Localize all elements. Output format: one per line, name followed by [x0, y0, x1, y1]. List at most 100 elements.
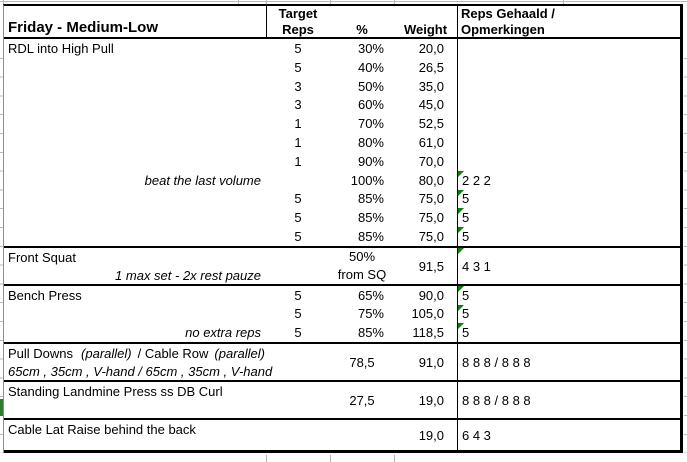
cell-target-reps[interactable]: 5 — [294, 229, 302, 245]
cell-target-reps[interactable]: 1 — [294, 116, 302, 132]
cell-percent[interactable]: 85% — [357, 191, 384, 207]
cell-exercise-name[interactable]: Front Squat — [8, 249, 76, 265]
cell-weight[interactable]: 91,0 — [418, 354, 444, 370]
cell-weight[interactable]: 75,0 — [418, 229, 444, 245]
reps-value: 5 — [462, 287, 470, 303]
cell-target-reps[interactable]: 5 — [294, 210, 302, 226]
cell-weight[interactable]: 80,0 — [418, 172, 444, 188]
cell-exercise-name[interactable]: Standing Landmine Press ss DB Curl — [8, 383, 223, 399]
cell-weight[interactable]: 90,0 — [418, 287, 444, 303]
cell-percent[interactable]: 85% — [357, 325, 384, 341]
cell-note[interactable]: beat the last volume — [144, 172, 261, 188]
cell-target-reps[interactable]: 1 — [294, 134, 302, 150]
cell-percent[interactable]: 85% — [357, 210, 384, 226]
cell-note[interactable]: no extra reps — [185, 325, 261, 341]
cell-note[interactable]: 65cm , 35cm , V-hand / 65cm , 35cm , V-h… — [8, 363, 273, 379]
cell-reps-achieved[interactable]: 5 — [457, 208, 680, 227]
cell-target-reps[interactable]: 5 — [294, 325, 302, 341]
cell-percent[interactable]: 60% — [357, 97, 384, 113]
sheet-title[interactable]: Friday - Medium-Low — [8, 19, 158, 36]
exercise-name-italic: (parallel) — [81, 345, 132, 361]
stored-as-text-flag-icon — [458, 208, 464, 215]
section-front-squat: Front Squat 1 max set - 2x rest pauze 50… — [4, 248, 680, 286]
section-cable-lat-raise: Cable Lat Raise behind the back 19,0 6 4… — [4, 420, 680, 453]
table-header: Friday - Medium-Low Target Reps % Weight… — [4, 6, 680, 39]
cell-weight[interactable]: 118,5 — [412, 325, 444, 341]
cell-exercise-name[interactable]: Bench Press — [8, 287, 82, 303]
col-header-weight[interactable]: Weight — [403, 21, 448, 37]
cell-reps-achieved[interactable]: 4 3 1 — [457, 248, 680, 284]
reps-value: 4 3 1 — [462, 258, 491, 274]
cell-reps-achieved[interactable]: 5 — [457, 304, 680, 324]
stored-as-text-flag-icon — [458, 170, 464, 177]
cell-reps-achieved[interactable]: 5 — [457, 227, 680, 246]
cell-reps-achieved[interactable]: 2 2 2 — [457, 170, 680, 190]
cell-reps-achieved[interactable]: 5 — [457, 189, 680, 209]
green-filled-cell — [0, 399, 3, 416]
section-pull-downs-cable-row: Pull Downs (parallel) / Cable Row (paral… — [4, 344, 680, 382]
cell-weight[interactable]: 70,0 — [418, 153, 444, 169]
col-header-reps-achieved[interactable]: Reps Gehaald / Opmerkingen — [461, 6, 555, 37]
stored-as-text-flag-icon — [458, 304, 464, 311]
cell-weight[interactable]: 91,5 — [418, 258, 444, 274]
reps-value: 5 — [462, 191, 470, 207]
cell-percent[interactable]: 40% — [357, 59, 384, 75]
gridline — [394, 0, 395, 4]
gridline-stubs-right — [684, 40, 687, 453]
cell-target-reps[interactable]: 3 — [294, 97, 302, 113]
cell-weight[interactable]: 35,0 — [418, 78, 444, 94]
cell-weight[interactable]: 26,5 — [418, 59, 444, 75]
stored-as-text-flag-icon — [458, 286, 464, 292]
cell-target-reps[interactable]: 5 — [294, 40, 302, 56]
cell-target-reps[interactable]: 5 — [294, 287, 302, 303]
cell-percent[interactable]: 78,5 — [349, 354, 375, 370]
cell-percent[interactable]: 70% — [357, 116, 384, 132]
reps-value: 2 2 2 — [462, 172, 491, 188]
cell-percent[interactable]: 30% — [357, 40, 384, 56]
cell-reps-achieved[interactable]: 5 — [457, 286, 680, 305]
cell-note[interactable]: 1 max set - 2x rest pauze — [115, 267, 261, 283]
cell-exercise-name[interactable]: Pull Downs (parallel) / Cable Row (paral… — [4, 344, 266, 362]
reps-value: 5 — [462, 229, 470, 245]
cell-percent[interactable]: 65% — [357, 287, 384, 303]
cell-percent[interactable]: 50% — [357, 78, 384, 94]
cell-weight[interactable]: 20,0 — [418, 40, 444, 56]
cell-weight[interactable]: 52,5 — [418, 116, 444, 132]
workout-table: Friday - Medium-Low Target Reps % Weight… — [3, 4, 683, 453]
cell-exercise-name[interactable]: Cable Lat Raise behind the back — [8, 421, 196, 437]
cell-percent[interactable]: 85% — [357, 229, 384, 245]
gridline — [330, 455, 331, 462]
cell-percent[interactable]: 27,5 — [349, 392, 375, 408]
reps-value: 5 — [462, 306, 470, 322]
cell-reps-achieved[interactable]: 8 8 8 / 8 8 8 — [462, 392, 531, 408]
gridline — [330, 0, 331, 4]
cell-target-reps[interactable]: 5 — [294, 59, 302, 75]
cell-exercise-name[interactable]: RDL into High Pull — [8, 40, 114, 56]
cell-reps-achieved[interactable]: 5 — [457, 323, 680, 342]
stored-as-text-flag-icon — [458, 248, 464, 254]
cell-reps-achieved[interactable]: 8 8 8 / 8 8 8 — [462, 354, 531, 370]
cell-target-reps[interactable]: 5 — [294, 306, 302, 322]
gridline-stubs-left — [0, 40, 3, 453]
col-header-percent[interactable]: % — [356, 21, 368, 37]
cell-weight[interactable]: 61,0 — [418, 134, 444, 150]
cell-weight[interactable]: 75,0 — [418, 191, 444, 207]
cell-reps-achieved[interactable]: 6 4 3 — [462, 427, 491, 443]
cell-percent[interactable]: 50% from SQ — [337, 249, 387, 282]
cell-weight[interactable]: 19,0 — [418, 427, 444, 443]
cell-weight[interactable]: 45,0 — [418, 97, 444, 113]
col-header-target-reps[interactable]: Target Reps — [278, 6, 318, 37]
cell-percent[interactable]: 80% — [357, 134, 384, 150]
cell-percent[interactable]: 75% — [357, 306, 384, 322]
cell-target-reps[interactable]: 3 — [294, 78, 302, 94]
cell-percent[interactable]: 100% — [350, 172, 384, 188]
cell-weight[interactable]: 105,0 — [411, 306, 444, 322]
cell-weight[interactable]: 19,0 — [418, 392, 444, 408]
stored-as-text-flag-icon — [458, 227, 464, 234]
cell-weight[interactable]: 75,0 — [418, 210, 444, 226]
section-rdl-into-high-pull: RDL into High Pull beat the last volume … — [4, 39, 680, 248]
cell-target-reps[interactable]: 5 — [294, 191, 302, 207]
cell-percent[interactable]: 90% — [357, 153, 384, 169]
gridline — [3, 0, 4, 4]
cell-target-reps[interactable]: 1 — [294, 153, 302, 169]
